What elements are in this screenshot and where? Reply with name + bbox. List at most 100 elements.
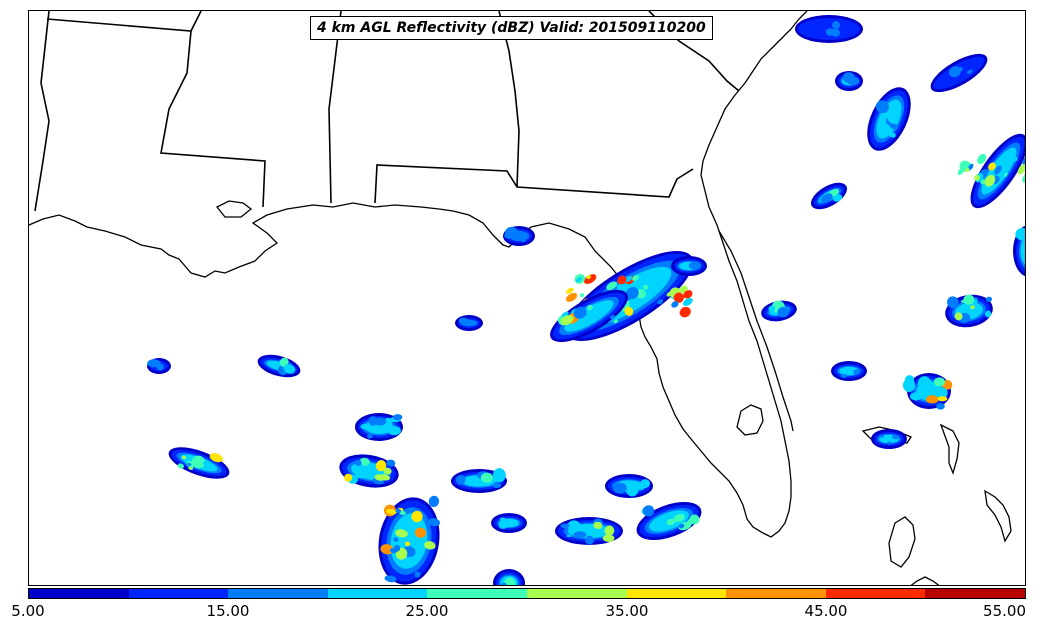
- echo-cell: [1017, 164, 1025, 175]
- gulf-coast-louisiana-alabama: [29, 11, 808, 538]
- echo-cell: [405, 541, 410, 547]
- la-ms-border: [46, 11, 202, 32]
- echo-cell: [1015, 228, 1025, 241]
- echo-cell: [626, 483, 639, 497]
- echo-cell: [617, 275, 627, 285]
- echo-cell: [636, 288, 646, 299]
- echo-cell: [1013, 156, 1018, 162]
- echo-cell: [966, 69, 973, 74]
- echo-cell: [567, 520, 581, 532]
- colorbar-segment-3: [228, 589, 328, 598]
- echo-cell: [609, 314, 616, 320]
- echo-cell: [177, 463, 185, 469]
- echo-cell: [857, 368, 862, 372]
- bahamas-eleuthera: [984, 489, 1012, 543]
- echo-cell: [988, 162, 996, 171]
- colorbar-tick-label: 55.00: [983, 602, 1026, 620]
- echo-cell: [359, 457, 370, 466]
- echo-cell: [768, 305, 776, 313]
- echo-cell: [395, 529, 408, 538]
- echo-cell: [492, 482, 502, 488]
- echo-cell: [892, 434, 900, 440]
- echo-cell: [666, 518, 676, 526]
- echo-cell: [682, 298, 693, 306]
- echo-cell: [511, 521, 517, 525]
- echo-cell: [462, 318, 469, 325]
- reflectivity-echoes: [147, 15, 1025, 585]
- echo-cell: [959, 160, 968, 170]
- echo-cell: [642, 505, 655, 517]
- echo-cell: [360, 471, 370, 477]
- echo-cell: [673, 292, 684, 303]
- echo-cell: [455, 474, 466, 485]
- echo-cell: [925, 395, 939, 404]
- echo-cell: [500, 517, 506, 521]
- echo-cell: [902, 378, 916, 392]
- al-fl-border: [374, 164, 694, 204]
- echo-cell: [1020, 237, 1025, 265]
- echo-cell: [386, 459, 396, 467]
- echo-cell: [585, 535, 594, 545]
- echo-cell: [393, 537, 399, 542]
- echo-cell: [380, 544, 394, 555]
- echo-cell: [573, 531, 587, 539]
- echo-cell: [963, 294, 975, 305]
- echo-cell: [626, 287, 639, 300]
- radar-map: [28, 10, 1026, 586]
- echo-cell: [395, 508, 402, 514]
- echo-cell: [917, 376, 932, 391]
- echo-cell: [875, 100, 889, 114]
- echo-cell: [594, 521, 603, 530]
- echo-cell: [954, 312, 963, 321]
- echo-cell: [587, 304, 593, 311]
- lake-okeechobee: [736, 404, 764, 436]
- echo-cell: [657, 299, 664, 305]
- echo-cell: [643, 284, 649, 290]
- echo-cell: [984, 174, 996, 187]
- colorbar-tick-label: 15.00: [206, 602, 250, 620]
- echo-cell: [414, 571, 421, 578]
- colorbar-segment-2: [128, 589, 229, 598]
- colorbar-segment-4: [327, 589, 428, 598]
- echo-cell: [606, 281, 618, 291]
- echo-cell: [678, 523, 685, 529]
- colorbar: [28, 588, 1026, 599]
- echo-cell: [480, 472, 493, 483]
- echo-cell: [428, 495, 440, 508]
- echo-cell: [957, 67, 963, 72]
- colorbar-tick-label: 45.00: [804, 602, 848, 620]
- echo-cell: [384, 575, 397, 583]
- echo-cell: [820, 193, 833, 203]
- echo-cell: [933, 377, 945, 387]
- echo-cell: [891, 114, 900, 121]
- echo-cell: [936, 402, 945, 410]
- echo-cell: [683, 290, 693, 299]
- echo-cell: [187, 462, 192, 466]
- echo-cell: [387, 425, 401, 436]
- echo-cell: [520, 238, 526, 243]
- echo-cell: [974, 174, 980, 181]
- echo-cell: [1022, 171, 1025, 183]
- echo-cell: [492, 468, 506, 483]
- colorbar-segment-9: [825, 589, 926, 598]
- echo-cell: [970, 305, 976, 310]
- coastlines: [29, 11, 1012, 585]
- echo-cell: [386, 508, 397, 515]
- echo-cell: [613, 319, 618, 324]
- echo-cell: [965, 167, 970, 173]
- echo-cell: [501, 582, 507, 585]
- echo-cell: [504, 232, 514, 239]
- echo-cell: [374, 474, 386, 481]
- echo-cell: [566, 534, 571, 538]
- state-borders: [34, 11, 740, 212]
- echo-cell: [977, 153, 987, 165]
- echo-cell: [414, 527, 427, 538]
- echo-cell: [573, 306, 587, 319]
- echo-cell: [937, 396, 948, 402]
- cuba-coast: [910, 576, 940, 585]
- echo-cell: [888, 132, 896, 138]
- echo-cell: [354, 459, 362, 466]
- echo-cell: [679, 306, 691, 318]
- echo-cell: [393, 544, 401, 552]
- la-ar-border: [34, 11, 50, 212]
